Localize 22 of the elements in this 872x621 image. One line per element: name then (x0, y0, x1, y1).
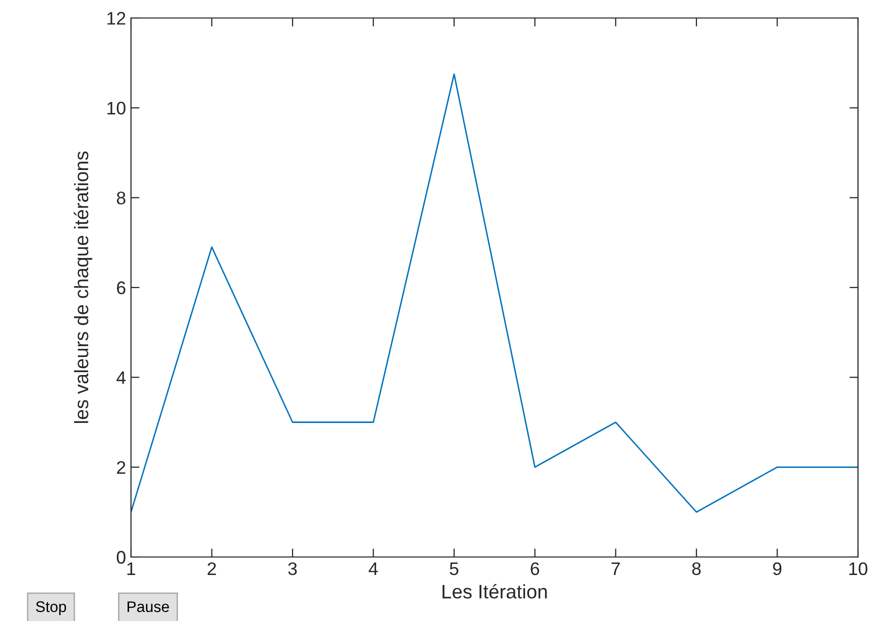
y-tick-label: 2 (117, 461, 126, 474)
x-axis-title: Les Itération (442, 584, 547, 599)
y-tick-label: 0 (116, 550, 126, 564)
x-tick-label: 1 (127, 562, 136, 575)
text: Stop (36, 601, 66, 616)
x-tick-label: 8 (692, 562, 701, 576)
y-tick-label: 6 (117, 281, 126, 294)
y-tick-label: 8 (116, 192, 126, 204)
line-series (131, 73, 858, 513)
x-tick-label: 7 (612, 562, 620, 575)
y-tick-label: 12 (107, 12, 126, 25)
x-tick-label: 4 (368, 562, 378, 575)
x-tick-label: 5 (450, 562, 458, 576)
y-tick-label: 4 (116, 371, 126, 384)
y-tick-label: 10 (107, 102, 126, 115)
text: Pause (128, 601, 169, 612)
x-tick-label: 9 (773, 562, 782, 576)
x-tick-label: 10 (849, 562, 868, 576)
x-tick-label: 6 (530, 562, 540, 576)
x-tick-label: 3 (288, 562, 297, 576)
y-axis-title: les valeurs de chaque itérations (74, 151, 92, 423)
x-tick-label: 2 (208, 562, 216, 575)
